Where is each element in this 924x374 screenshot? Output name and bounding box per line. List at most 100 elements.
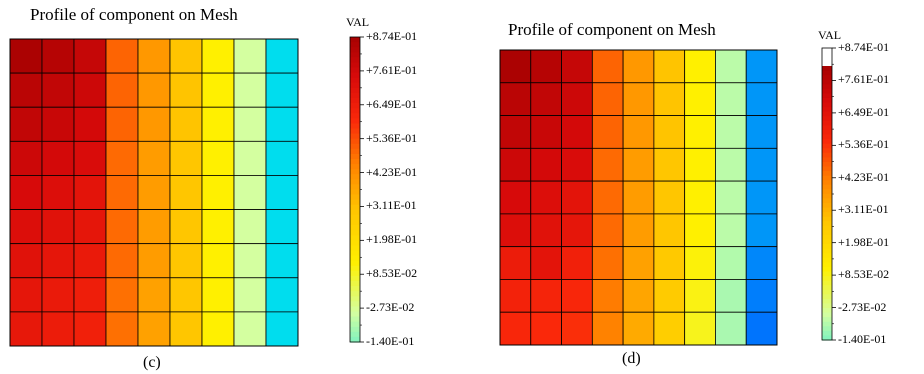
colorbar-segment-p1-35 <box>822 225 832 231</box>
colorbar-segment-p1-33 <box>822 216 832 222</box>
heatmap-cell-p1-r8-c0 <box>499 311 532 346</box>
colorbar-segment-p0-18 <box>350 128 360 135</box>
panel-d-legend-header: VAL <box>818 28 842 42</box>
colorbar-segment-p0-29 <box>350 184 360 191</box>
heatmap-cell-p0-r5-c4 <box>137 209 171 245</box>
heatmap-cell-p1-r0-c6 <box>684 49 716 84</box>
heatmap-cell-p0-r3-c1 <box>41 140 75 176</box>
heatmap-cell-p0-r8-c5 <box>169 311 203 347</box>
colorbar-segment-p0-9 <box>350 82 360 89</box>
heatmap-cell-p1-r1-c8 <box>745 82 778 116</box>
colorbar-tick-label: -1.40E-01 <box>838 332 887 346</box>
colorbar-segment-p1-15 <box>822 134 832 140</box>
colorbar-segment-p0-33 <box>350 204 360 211</box>
colorbar-segment-p1-30 <box>822 203 832 209</box>
colorbar-segment-p0-15 <box>350 113 360 119</box>
heatmap-cell-p0-r3-c3 <box>105 140 139 176</box>
colorbar-segment-p1-31 <box>822 207 832 213</box>
colorbar-tick-label: -1.40E-01 <box>366 334 415 348</box>
heatmap-cell-p1-r0-c8 <box>745 49 778 84</box>
colorbar-tick-label: +8.74E-01 <box>838 40 890 54</box>
heatmap-cell-p0-r7-c5 <box>169 277 203 313</box>
colorbar-segment-p1-42 <box>822 257 832 263</box>
heatmap-cell-p0-r3-c8 <box>265 140 299 176</box>
colorbar-tick-label: -2.73E-02 <box>838 299 887 314</box>
colorbar-segment-p1-13 <box>822 125 832 131</box>
heatmap-cell-p1-r6-c7 <box>715 246 747 280</box>
colorbar-tick-label: +5.36E-01 <box>366 130 418 145</box>
heatmap-cell-p0-r5-c1 <box>41 209 75 245</box>
heatmap-cell-p1-r0-c2 <box>561 49 593 84</box>
colorbar-segment-p1-37 <box>822 234 832 241</box>
colorbar-segment-p1-9 <box>822 107 832 113</box>
heatmap-cell-p1-r7-c6 <box>684 279 716 313</box>
colorbar-tick-label: +7.61E-01 <box>838 72 890 87</box>
colorbar-segment-p0-1 <box>350 42 360 48</box>
colorbar-segment-p1-23 <box>822 171 832 177</box>
colorbar-segment-p1-34 <box>822 221 832 227</box>
heatmap-cell-p0-r0-c8 <box>265 38 299 74</box>
heatmap-cell-p1-r1-c4 <box>622 82 655 116</box>
heatmap-cell-p0-r2-c2 <box>73 106 107 142</box>
colorbar-segment-p1-16 <box>822 139 832 145</box>
colorbar-segment-p0-49 <box>350 286 360 292</box>
heatmap-cell-p1-r0-c5 <box>653 49 686 84</box>
colorbar-segment-p1-7 <box>822 97 832 104</box>
heatmap-cell-p1-r4-c7 <box>715 180 747 215</box>
colorbar-segment-p0-42 <box>350 250 360 257</box>
heatmap-cell-p0-r7-c6 <box>201 277 235 313</box>
heatmap-cell-p0-r2-c1 <box>41 106 75 142</box>
colorbar-segment-p0-45 <box>350 265 360 272</box>
heatmap-cell-p0-r7-c4 <box>137 277 171 313</box>
heatmap-cell-p0-r6-c1 <box>41 243 75 279</box>
heatmap-cell-p1-r4-c5 <box>653 180 686 215</box>
heatmap-cell-p1-r4-c3 <box>591 180 624 215</box>
colorbar-segment-p0-4 <box>350 57 360 64</box>
heatmap-cell-p0-r4-c4 <box>137 175 171 210</box>
colorbar-segment-p0-44 <box>350 260 360 267</box>
colorbar-segment-p0-6 <box>350 67 360 74</box>
colorbar-segment-p1-20 <box>822 157 832 163</box>
colorbar-segment-p1-0 <box>822 66 832 72</box>
heatmap-cell-p1-r2-c3 <box>591 115 624 149</box>
heatmap-cell-p1-r7-c5 <box>653 279 686 313</box>
heatmap-cell-p1-r3-c4 <box>622 147 655 182</box>
colorbar-segment-p1-59 <box>822 335 832 341</box>
heatmap-cell-p1-r1-c5 <box>653 82 686 116</box>
heatmap-cell-p0-r2-c0 <box>9 106 43 142</box>
colorbar-segment-p0-27 <box>350 174 360 180</box>
heatmap-cell-p1-r8-c4 <box>622 311 655 346</box>
heatmap-cell-p0-r2-c7 <box>233 106 267 142</box>
colorbar-segment-p1-24 <box>822 175 832 181</box>
colorbar-segment-p0-3 <box>350 52 360 58</box>
colorbar-segment-p1-48 <box>822 285 832 291</box>
colorbar-segment-p0-19 <box>350 133 360 140</box>
colorbar-segment-p1-27 <box>822 189 832 195</box>
colorbar-segment-p0-14 <box>350 108 360 114</box>
heatmap-cell-p0-r0-c3 <box>105 38 139 74</box>
heatmap-cell-p0-r4-c8 <box>265 175 299 210</box>
colorbar-segment-p0-40 <box>350 240 360 247</box>
colorbar-segment-p0-20 <box>350 138 360 145</box>
colorbar-segment-p0-28 <box>350 179 360 186</box>
colorbar-segment-p1-36 <box>822 230 832 236</box>
heatmap-cell-p1-r1-c1 <box>530 82 562 116</box>
heatmap-cell-p1-r7-c4 <box>622 279 655 313</box>
heatmap-frame-0 <box>9 38 299 347</box>
heatmap-frame-1 <box>499 49 778 346</box>
colorbar-segment-p1-51 <box>822 298 832 305</box>
heatmap-cell-p1-r5-c8 <box>745 213 778 248</box>
heatmap-cell-p1-r3-c5 <box>653 147 686 182</box>
colorbar-segment-p1-47 <box>822 280 832 286</box>
colorbar-segment-p0-22 <box>350 148 360 155</box>
heatmap-cell-p0-r6-c2 <box>73 243 107 279</box>
heatmap-cell-p0-r6-c0 <box>9 243 43 279</box>
colorbar-segment-p0-38 <box>350 230 360 236</box>
colorbar-segment-p1-32 <box>822 212 832 218</box>
heatmap-cell-p1-r8-c7 <box>715 311 747 346</box>
colorbar-segment-p0-5 <box>350 62 360 69</box>
colorbar-tick-label: +6.49E-01 <box>838 104 890 119</box>
heatmap-cell-p0-r2-c5 <box>169 106 203 142</box>
colorbar-segment-p1-56 <box>822 321 832 327</box>
heatmap-cell-p1-r7-c2 <box>561 279 593 313</box>
